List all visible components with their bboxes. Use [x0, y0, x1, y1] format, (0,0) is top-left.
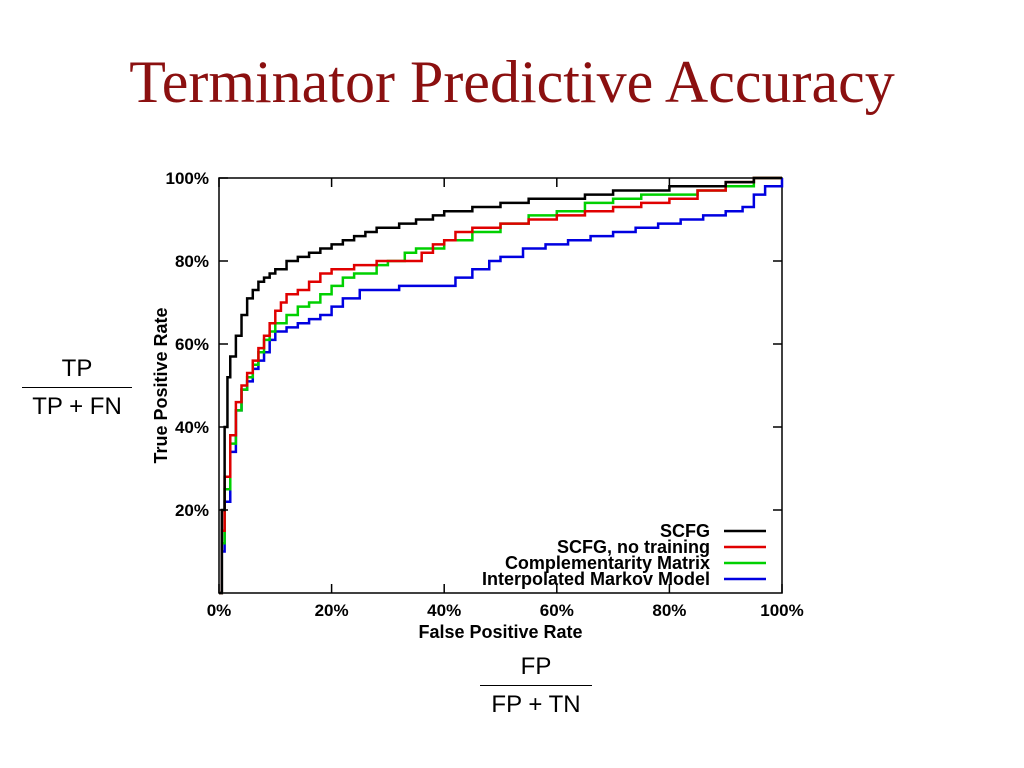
series-line — [219, 176, 782, 595]
x-tick-label: 40% — [427, 601, 461, 620]
series-line — [219, 176, 782, 595]
y-tick-label: 60% — [175, 335, 209, 354]
fpr-numerator: FP — [520, 653, 552, 680]
fraction-bar — [480, 685, 592, 686]
legend-label: SCFG — [660, 521, 710, 541]
y-tick-label: 40% — [175, 418, 209, 437]
fpr-denominator: FP + TN — [491, 691, 581, 718]
tpr-formula: TP TP + FN — [22, 354, 132, 422]
y-tick-label: 20% — [175, 501, 209, 520]
series-line — [219, 178, 784, 595]
tpr-numerator: TP — [61, 355, 93, 382]
legend-label: SCFG, no training — [557, 537, 710, 557]
x-axis-label: False Positive Rate — [418, 622, 582, 642]
fraction-bar — [22, 387, 132, 388]
y-tick-label: 80% — [175, 252, 209, 271]
fpr-formula: FP FP + TN — [480, 652, 592, 720]
plot-frame — [218, 177, 783, 594]
slide-title: Terminator Predictive Accuracy — [129, 49, 895, 115]
x-tick-label: 20% — [315, 601, 349, 620]
tpr-denominator: TP + FN — [32, 393, 122, 420]
x-tick-label: 60% — [540, 601, 574, 620]
legend-label: Interpolated Markov Model — [482, 569, 710, 589]
y-axis-label: True Positive Rate — [151, 307, 171, 463]
x-tick-label: 80% — [652, 601, 686, 620]
y-tick-label: 100% — [166, 169, 209, 188]
x-tick-label: 100% — [760, 601, 803, 620]
x-tick-label: 0% — [207, 601, 232, 620]
legend-label: Complementarity Matrix — [505, 553, 710, 573]
